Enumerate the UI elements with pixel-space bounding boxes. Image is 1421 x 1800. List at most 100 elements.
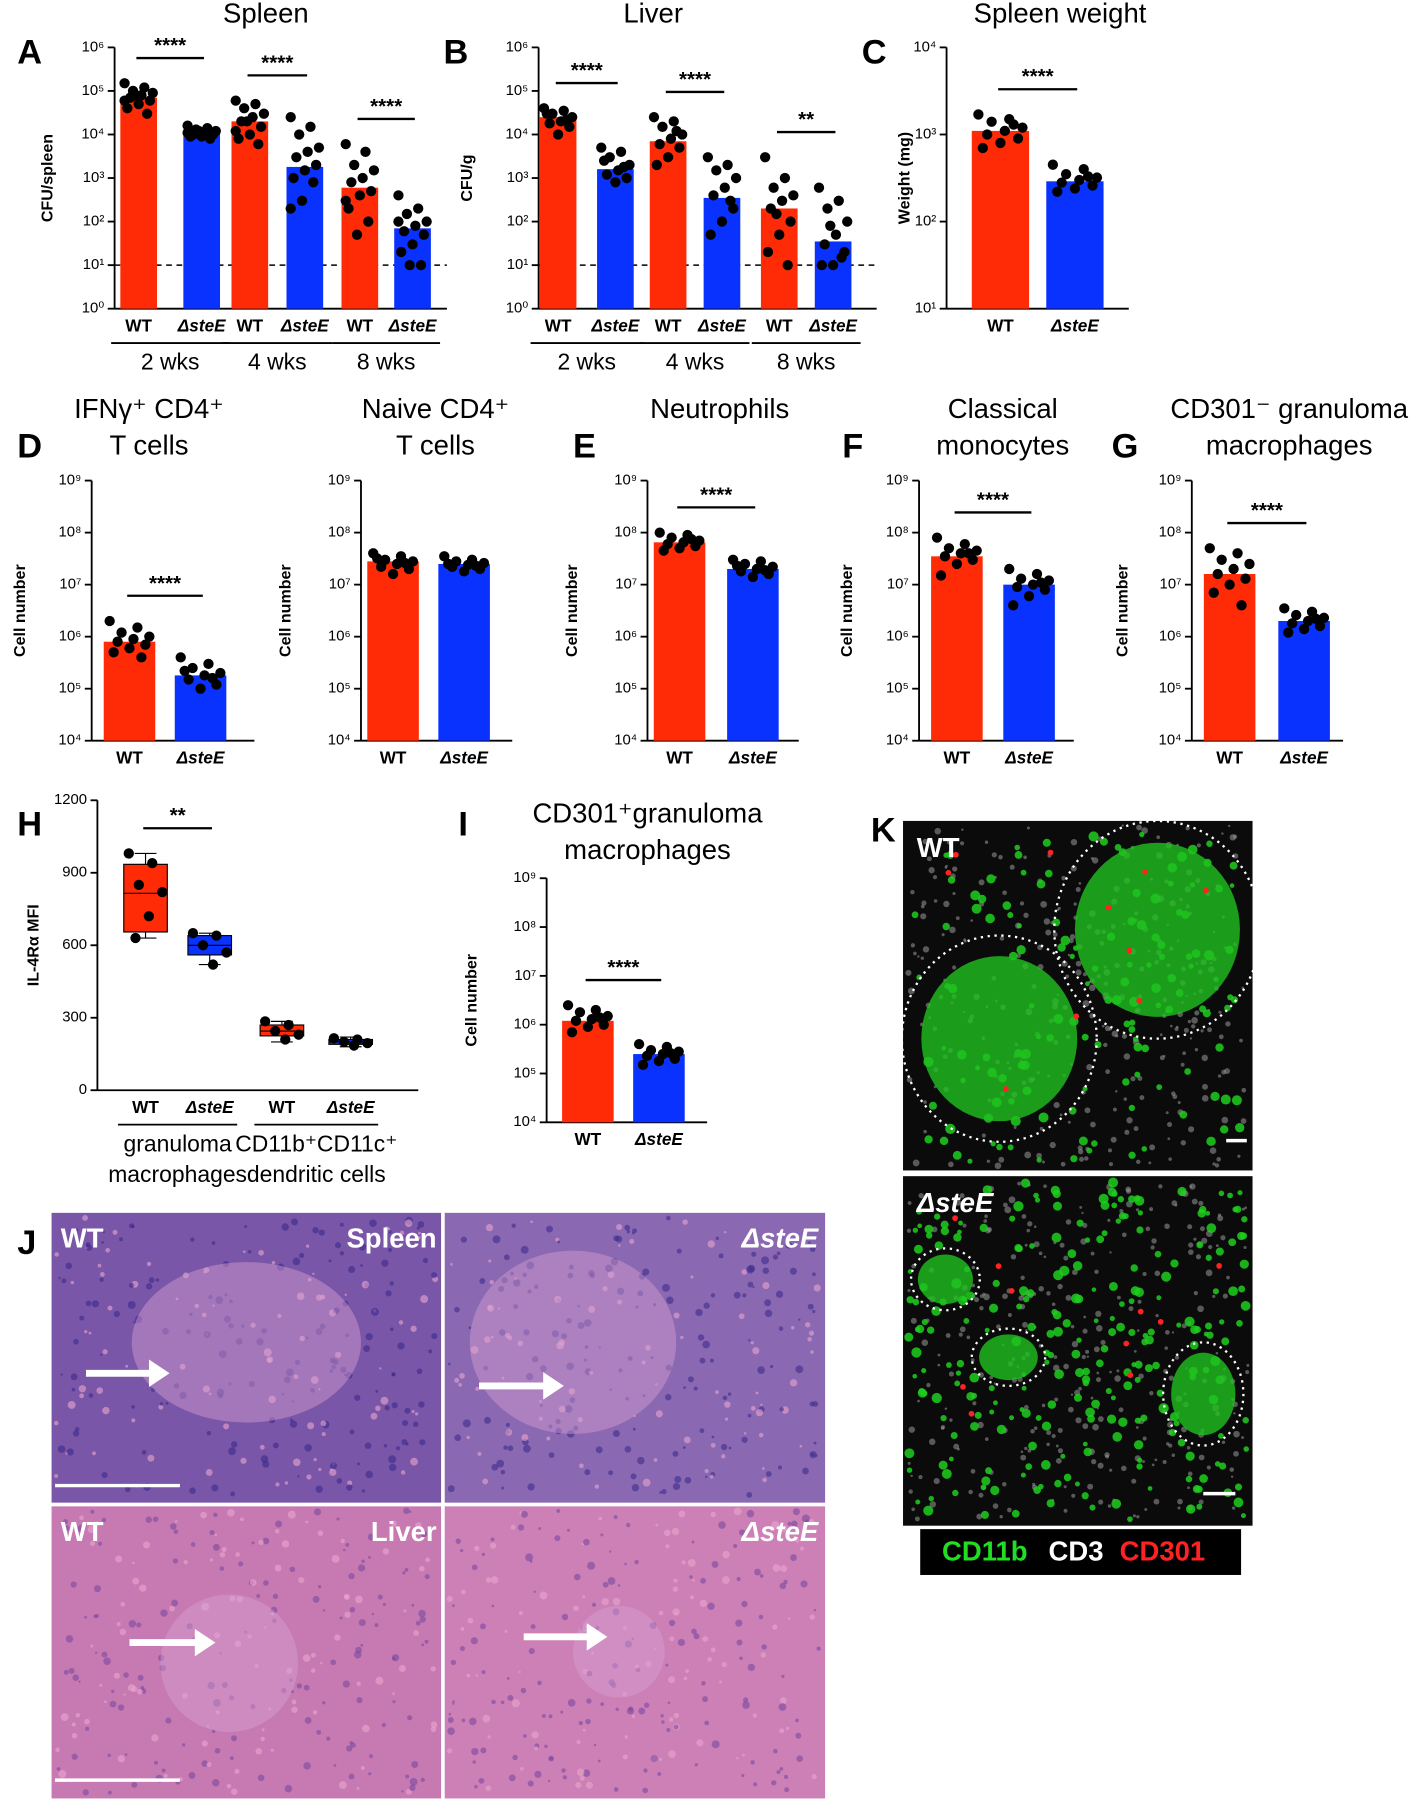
- x-tick-label: WT: [269, 1097, 296, 1117]
- arrow-head: [148, 1359, 170, 1388]
- texture: [1085, 1407, 1095, 1418]
- data-point: [596, 142, 607, 153]
- texture: [582, 1769, 591, 1777]
- texture: [447, 1362, 451, 1366]
- texture: [1199, 1005, 1207, 1013]
- texture: [1200, 1226, 1205, 1232]
- texture: [577, 1304, 580, 1308]
- texture: [626, 1522, 631, 1528]
- texture: [1149, 1207, 1154, 1212]
- texture: [702, 1696, 709, 1703]
- texture: [1189, 1340, 1199, 1350]
- texture: [398, 1664, 407, 1672]
- texture: [1145, 1226, 1151, 1232]
- texture: [996, 1424, 1007, 1435]
- data-point: [255, 121, 267, 132]
- texture: [1220, 1235, 1226, 1241]
- data-point: [244, 129, 255, 140]
- texture: [1134, 1195, 1145, 1206]
- texture: [937, 1353, 941, 1357]
- texture: [762, 1281, 770, 1290]
- texture: [1209, 1147, 1217, 1154]
- texture: [107, 1305, 113, 1311]
- texture: [736, 1576, 741, 1582]
- x-tick-label: WT: [666, 748, 693, 768]
- texture: [791, 1520, 798, 1528]
- texture: [1015, 1244, 1023, 1253]
- texture: [634, 1664, 639, 1669]
- texture: [312, 1272, 315, 1276]
- texture: [1068, 1106, 1077, 1115]
- texture: [1095, 1310, 1102, 1318]
- y-tick-label: 10⁶: [59, 629, 82, 645]
- data-point: [598, 155, 610, 166]
- y-tick-label: 10⁴: [1159, 733, 1182, 749]
- texture: [1133, 1042, 1143, 1052]
- texture: [1242, 1417, 1249, 1424]
- texture: [718, 1253, 724, 1259]
- texture: [333, 1763, 337, 1767]
- texture: [472, 1760, 476, 1764]
- texture: [490, 1537, 495, 1542]
- texture: [1128, 1306, 1134, 1312]
- texture: [908, 1489, 913, 1494]
- texture: [665, 1544, 670, 1549]
- texture: [758, 1432, 764, 1438]
- texture: [1090, 1251, 1095, 1256]
- texture: [904, 1448, 915, 1459]
- texture: [381, 1259, 389, 1267]
- texture: [979, 1223, 988, 1233]
- texture: [683, 1436, 691, 1444]
- texture: [1091, 1140, 1098, 1147]
- x-tick-label: WT: [132, 1097, 159, 1117]
- x-tick-label: ΔsteE: [697, 316, 746, 336]
- texture: [322, 1609, 326, 1612]
- texture: [940, 1220, 949, 1229]
- texture: [513, 1304, 519, 1310]
- texture: [548, 1714, 553, 1719]
- texture: [588, 1370, 594, 1375]
- texture: [707, 1602, 715, 1611]
- data-point: [250, 98, 261, 110]
- texture: [420, 1295, 429, 1304]
- texture: [813, 1441, 817, 1445]
- data-point: [819, 239, 830, 250]
- texture: [285, 1368, 294, 1377]
- texture: [1233, 1450, 1239, 1457]
- texture: [397, 1342, 405, 1350]
- texture: [815, 1454, 818, 1457]
- texture: [1177, 1438, 1186, 1447]
- texture: [1205, 1210, 1211, 1216]
- texture: [741, 1773, 745, 1778]
- texture: [707, 1240, 715, 1248]
- bar: [231, 121, 269, 309]
- texture: [789, 1267, 797, 1275]
- texture: [1008, 1288, 1015, 1294]
- texture: [389, 1327, 394, 1332]
- image-label: WT: [917, 832, 960, 863]
- texture: [404, 1219, 413, 1227]
- texture: [287, 1510, 296, 1519]
- texture: [608, 1470, 614, 1476]
- texture: [132, 1577, 140, 1585]
- texture: [1137, 1210, 1144, 1216]
- texture: [256, 1338, 264, 1346]
- texture: [695, 1308, 703, 1317]
- texture: [1023, 1404, 1029, 1410]
- texture: [771, 1780, 777, 1786]
- texture: [419, 1616, 426, 1623]
- texture: [952, 1150, 962, 1160]
- data-point: [1035, 577, 1047, 588]
- texture: [183, 1559, 188, 1565]
- texture: [1198, 1454, 1205, 1461]
- texture: [1045, 929, 1052, 936]
- texture: [746, 1492, 753, 1498]
- texture: [111, 1689, 115, 1694]
- x-tick-label: WT: [545, 316, 572, 336]
- texture: [241, 1324, 245, 1328]
- texture: [809, 1246, 816, 1252]
- data-point: [658, 545, 669, 556]
- texture: [1186, 1504, 1196, 1514]
- data-point: [410, 220, 421, 231]
- texture: [920, 904, 925, 909]
